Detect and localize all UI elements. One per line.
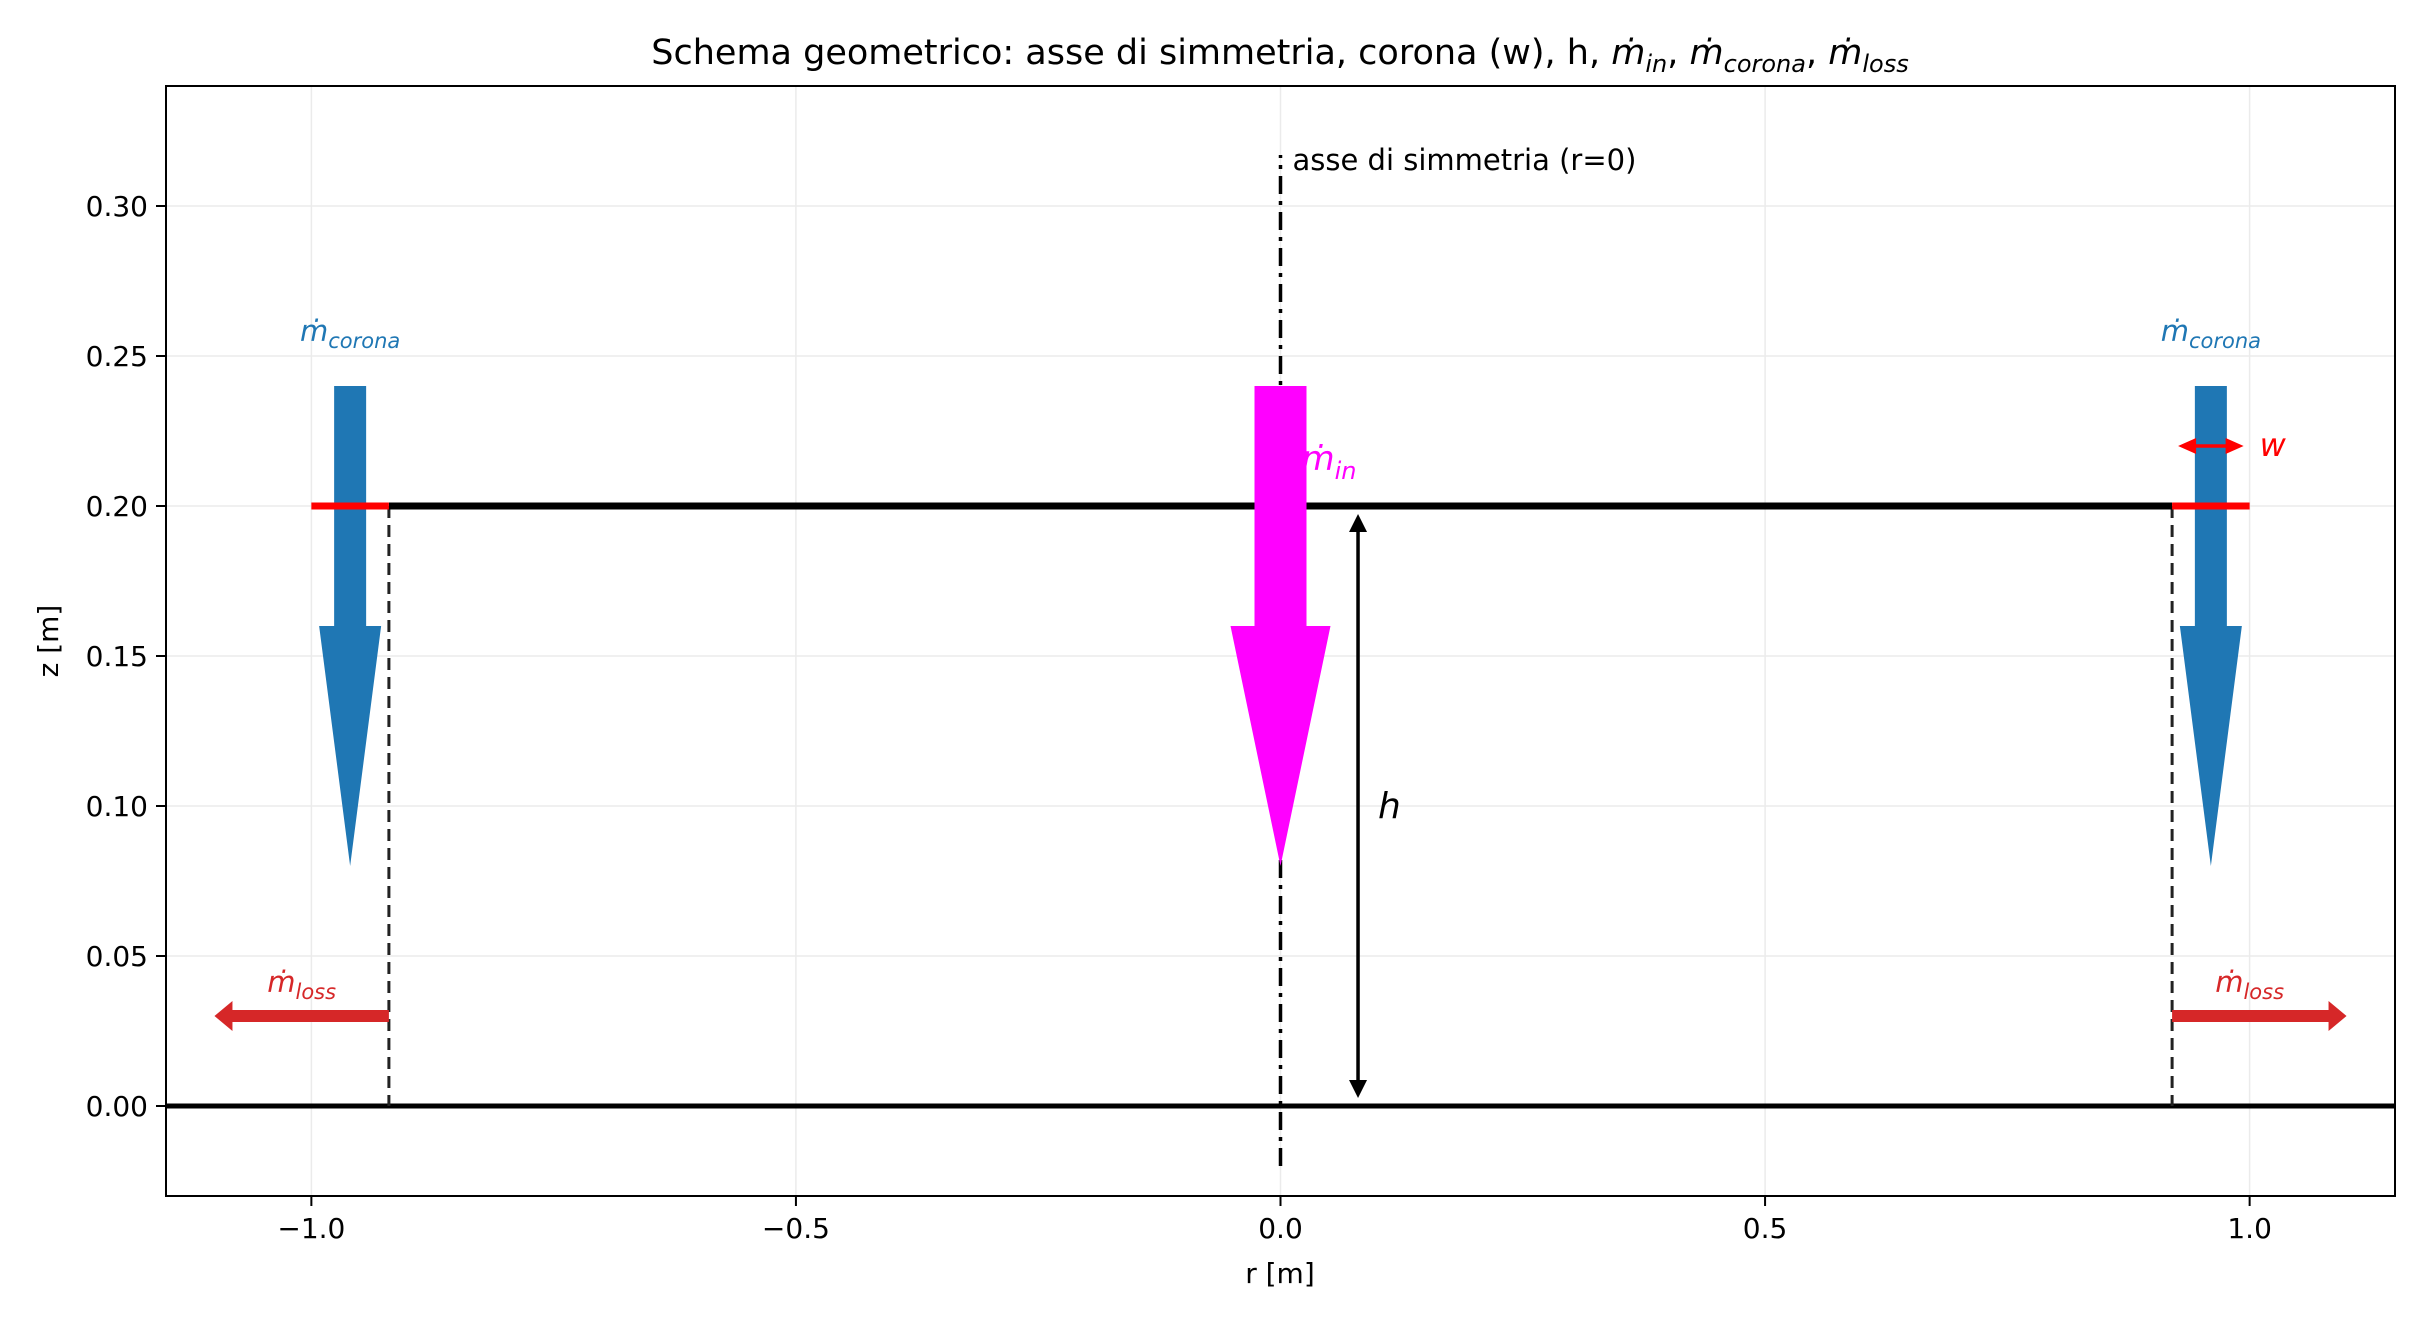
loss-flow-label: ṁloss (2215, 965, 2284, 1004)
axis-ticks: −1.0 −0.5 0.0 0.5 1.0 0.00 0.05 0.10 0.15 0.20 0.2… (86, 190, 2272, 1245)
y-tick-label: 0.30 (86, 190, 148, 223)
corona-flow-label: ṁcorona (300, 314, 400, 353)
diagram-title: Schema geometrico: asse di simmetria, co… (651, 33, 1908, 78)
x-tick-label: 0.5 (1743, 1212, 1788, 1245)
central-inflow-arrow (1230, 386, 1331, 866)
w-arrowhead-right (2225, 438, 2244, 454)
h-arrowhead-bottom (1349, 1080, 1368, 1098)
w-label: w (2260, 426, 2287, 464)
y-tick-label: 0.20 (86, 490, 148, 523)
h-arrowhead-top (1349, 514, 1368, 532)
x-axis-label: r [m] (1245, 1257, 1315, 1290)
plot-frame (165, 85, 2396, 1197)
corona-inflow-arrow (2179, 386, 2242, 866)
y-tick-label: 0.00 (86, 1090, 148, 1123)
y-tick-label: 0.10 (86, 790, 148, 823)
w-arrowhead-left (2178, 438, 2197, 454)
loss-flow-label: ṁloss (267, 965, 336, 1004)
y-tick-label: 0.15 (86, 640, 148, 673)
symmetry-axis-label: asse di simmetria (r=0) (1293, 143, 1637, 177)
loss-outflow-arrow (214, 1001, 389, 1031)
y-tick-label: 0.05 (86, 940, 148, 973)
loss-outflow-arrow (2172, 1001, 2347, 1031)
corona-inflow-arrow (319, 386, 382, 866)
x-tick-label: 0.0 (1258, 1212, 1303, 1245)
x-tick-label: −0.5 (762, 1212, 830, 1245)
x-tick-label: −1.0 (277, 1212, 345, 1245)
h-label: h (1378, 786, 1401, 827)
x-tick-label: 1.0 (2227, 1212, 2272, 1245)
inflow-label: ṁin (1301, 439, 1356, 485)
geometry-drawing: asse di simmetria (r=0) ṁcorona ṁcorona m… (166, 143, 2395, 1166)
y-tick-label: 0.25 (86, 340, 148, 373)
y-axis-label: z [m] (32, 605, 65, 678)
corona-flow-label: ṁcorona (2161, 314, 2261, 353)
